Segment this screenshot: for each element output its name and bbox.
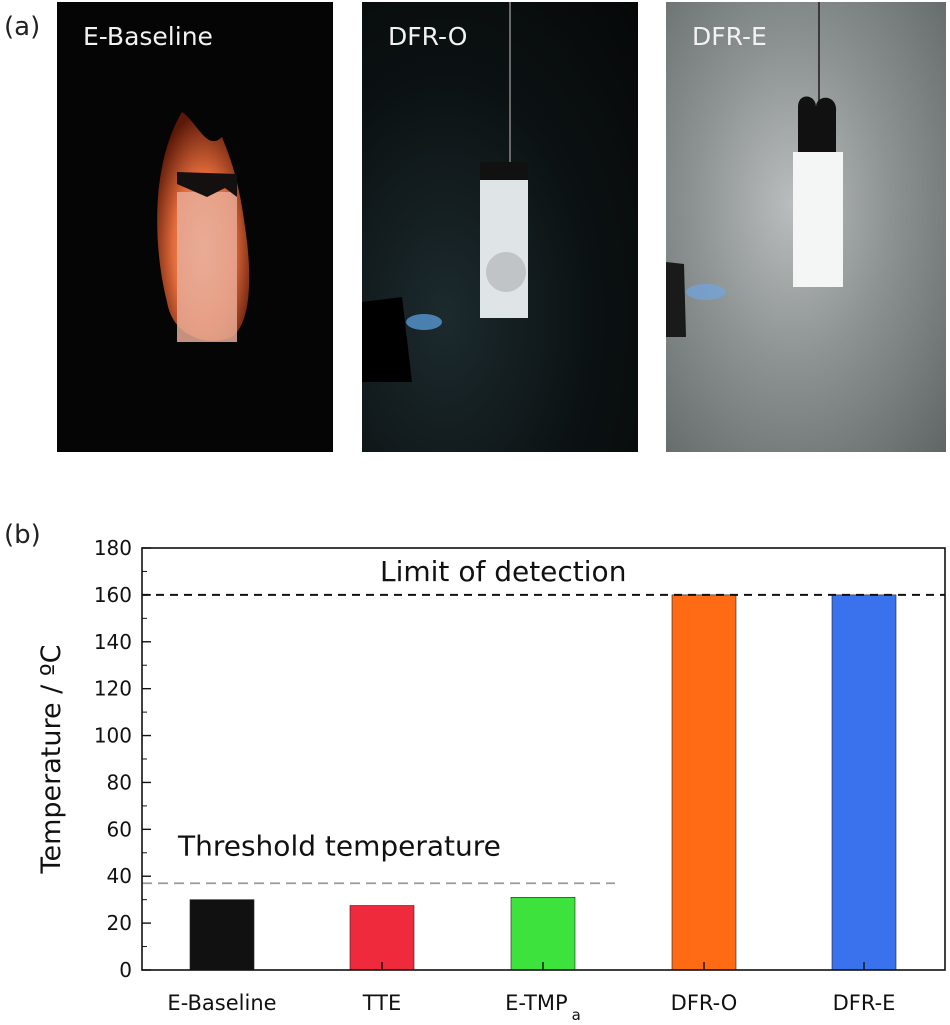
- y-tick-label: 100: [94, 724, 132, 748]
- flame-illustration: [157, 112, 250, 342]
- photo-caption: E-Baseline: [83, 22, 213, 51]
- bar-e-tmpa: [510, 897, 576, 971]
- photo-e-baseline: E-Baseline: [57, 2, 333, 452]
- bar-chart: Limit of detection Threshold temperature 0…: [36, 536, 946, 1024]
- x-tick-label: E-Baseline: [167, 991, 276, 1015]
- photo-caption: DFR-O: [388, 22, 468, 51]
- y-tick-label: 0: [119, 958, 132, 982]
- bar-e-baseline: [189, 899, 255, 971]
- bar-dfr-o: [671, 594, 737, 971]
- plot-area: Limit of detection Threshold temperature 0…: [36, 536, 946, 1024]
- x-tick-label: DFR-E: [833, 991, 896, 1015]
- panel-a-label: (a): [4, 12, 41, 42]
- y-axis-label: Temperature / ºC: [36, 645, 67, 875]
- bar-dfr-e: [831, 594, 897, 971]
- y-tick-label: 120: [94, 677, 132, 701]
- y-tick-label: 180: [94, 536, 132, 560]
- sample-illustration: [666, 2, 843, 337]
- y-tick-label: 20: [107, 911, 132, 935]
- x-tick-label: E-TMP a: [505, 991, 581, 1024]
- x-tick-label: DFR-O: [671, 991, 738, 1015]
- photo-dfr-e: DFR-E: [666, 2, 946, 452]
- panel-b-label: (b): [4, 520, 41, 550]
- y-tick-label: 40: [107, 864, 132, 888]
- y-tick-label: 80: [107, 770, 132, 794]
- photo-caption: DFR-E: [692, 22, 767, 51]
- sample-illustration: [362, 2, 528, 382]
- y-tick-label: 60: [107, 817, 132, 841]
- bar-tte: [349, 905, 415, 971]
- photo-dfr-o: DFR-O: [362, 2, 638, 452]
- limit-of-detection-label: Limit of detection: [380, 555, 626, 588]
- y-tick-label: 140: [94, 630, 132, 654]
- threshold-temperature-label: Threshold temperature: [177, 829, 501, 862]
- y-tick-label: 160: [94, 583, 132, 607]
- x-tick-label: TTE: [362, 991, 402, 1015]
